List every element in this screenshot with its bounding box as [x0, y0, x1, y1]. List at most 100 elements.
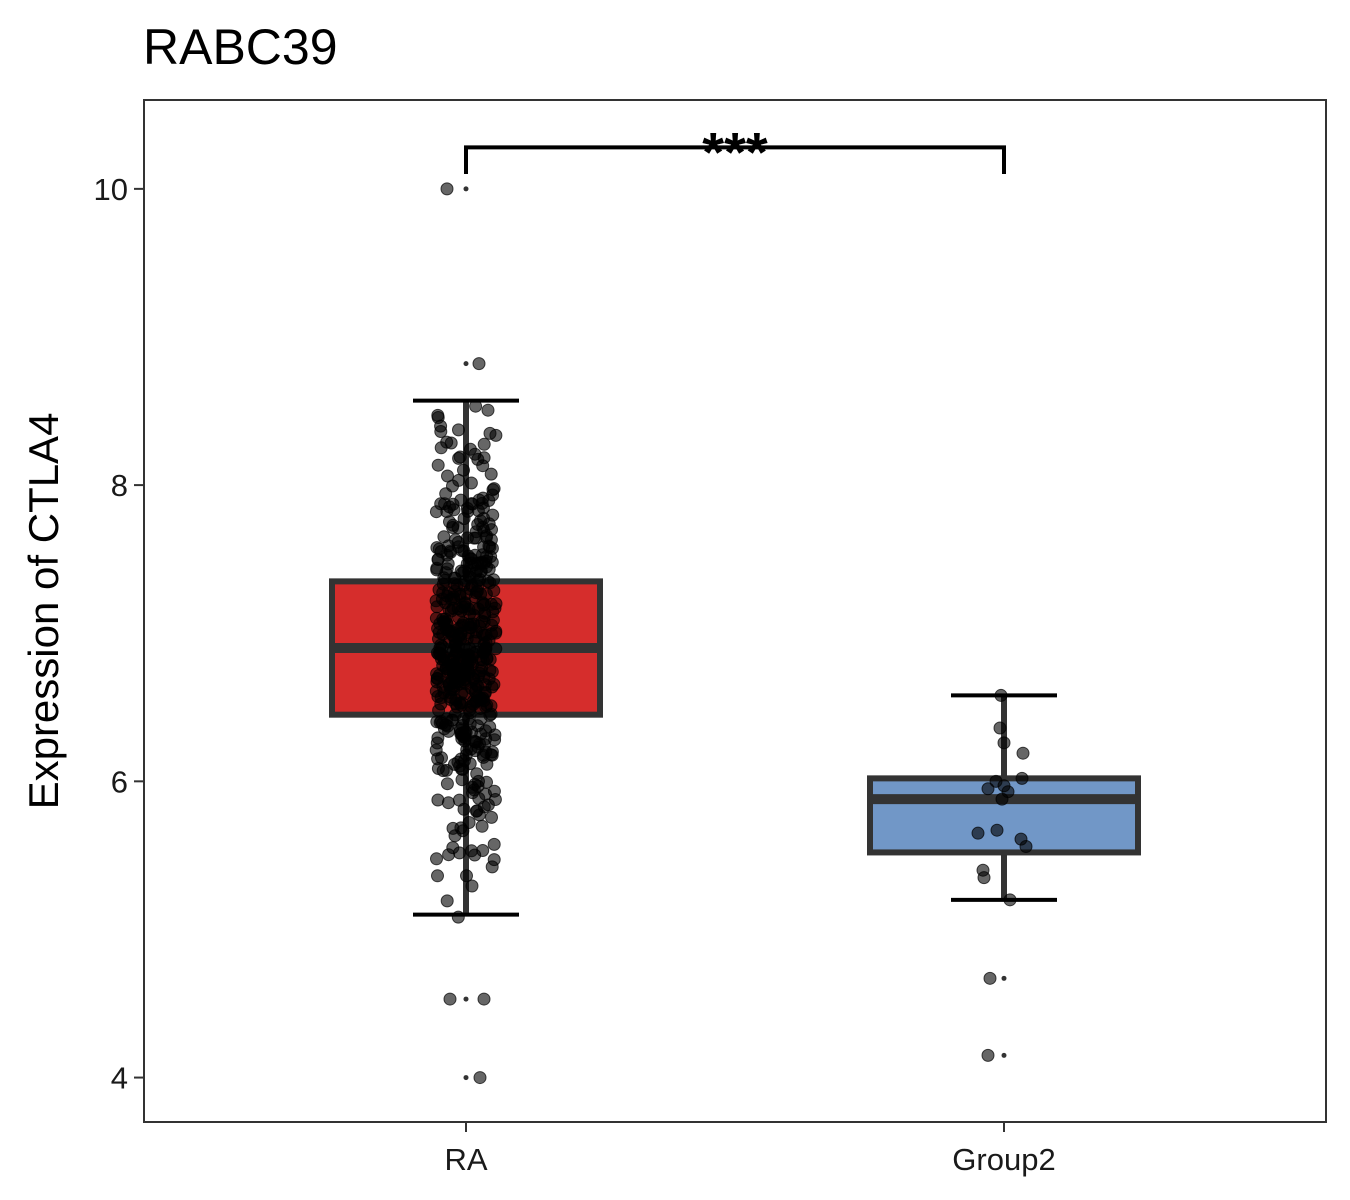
data-point [990, 823, 1004, 837]
outlier-point [1001, 975, 1007, 981]
data-point [477, 437, 491, 451]
data-point [485, 810, 498, 824]
outlier-point [463, 1075, 469, 1081]
data-point [465, 879, 479, 893]
data-point [448, 571, 462, 585]
data-point [431, 411, 445, 424]
data-point [440, 777, 454, 791]
points-layer [429, 182, 1033, 1085]
data-point [446, 518, 460, 532]
data-point [461, 712, 475, 726]
y-tick-label: 4 [111, 1061, 128, 1096]
data-point [476, 520, 490, 534]
data-point [994, 688, 1008, 702]
data-point [468, 848, 482, 862]
data-point [472, 357, 486, 371]
data-point [489, 597, 503, 611]
data-point [995, 792, 1009, 806]
data-point [479, 745, 493, 759]
data-point [485, 665, 499, 679]
significance-label: *** [702, 120, 768, 183]
box-group2 [867, 693, 1141, 1058]
data-point [463, 654, 477, 668]
data-point [435, 751, 448, 765]
data-point [444, 436, 458, 450]
data-point [458, 677, 472, 691]
data-point [489, 626, 503, 640]
data-point [486, 508, 500, 522]
y-axis: 4 6 8 10 [94, 172, 144, 1096]
data-point [475, 819, 489, 833]
data-point [446, 841, 460, 855]
data-point [429, 505, 443, 519]
data-point [430, 646, 444, 660]
data-point [440, 763, 453, 777]
data-point [452, 423, 465, 437]
data-point [477, 694, 491, 708]
data-point [457, 512, 471, 526]
data-point [468, 548, 482, 562]
bracket-line [464, 145, 1006, 175]
data-point [471, 574, 485, 588]
data-point [443, 992, 457, 1006]
data-point [440, 548, 454, 562]
data-point [993, 721, 1007, 735]
x-axis: RA Group2 [444, 1122, 1056, 1177]
data-point [473, 1071, 487, 1085]
data-point [460, 869, 473, 883]
data-point [430, 852, 443, 866]
data-point [469, 399, 483, 413]
data-point [430, 541, 444, 555]
data-point [457, 463, 470, 477]
data-point [471, 779, 485, 793]
data-point [431, 458, 445, 472]
data-point [1003, 893, 1017, 907]
data-point [440, 182, 454, 196]
data-point [474, 712, 488, 726]
outlier-point [1001, 1052, 1007, 1058]
data-point [479, 554, 493, 568]
data-point [484, 533, 498, 547]
outlier-point [463, 186, 469, 192]
data-point [452, 451, 466, 465]
data-point [483, 720, 497, 734]
chart-title: RABC39 [143, 19, 338, 75]
data-point [462, 618, 476, 631]
data-point [453, 722, 467, 736]
data-point [1016, 746, 1030, 760]
data-point [983, 971, 997, 985]
data-point [472, 808, 486, 822]
data-point [971, 826, 985, 840]
data-point [445, 713, 459, 727]
significance-bracket: *** [464, 120, 1006, 183]
data-point [478, 609, 492, 623]
data-point [981, 782, 995, 796]
data-point [452, 540, 465, 554]
data-point [481, 403, 495, 417]
outlier-point [463, 361, 469, 367]
data-point [440, 894, 454, 908]
data-point [467, 531, 481, 545]
data-point [431, 793, 445, 807]
data-point [432, 632, 445, 646]
data-point [438, 573, 452, 587]
data-point [431, 869, 444, 883]
outlier-point [463, 996, 469, 1002]
data-point [451, 910, 465, 924]
data-point [444, 653, 458, 667]
data-point [447, 592, 461, 606]
data-point [487, 853, 501, 867]
data-point [429, 684, 443, 698]
data-point [430, 667, 444, 681]
data-point [452, 793, 466, 807]
data-point [436, 586, 450, 600]
data-point [464, 476, 478, 490]
data-point [479, 643, 492, 657]
data-point [471, 452, 485, 466]
data-point [456, 762, 470, 776]
data-point [478, 597, 492, 611]
data-point [477, 628, 491, 642]
data-point [446, 821, 460, 835]
y-axis-title: Expression of CTLA4 [20, 413, 67, 810]
